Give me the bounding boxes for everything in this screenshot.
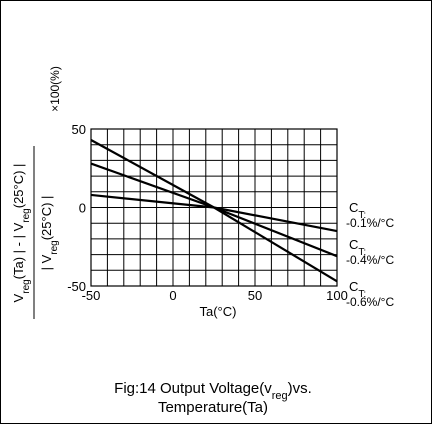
caption-line-1: Fig:14 Output Voltage(vreg)vs. [114,380,312,402]
axis-titles: Ta(°C) Vreg(Ta) | - | Vreg(25°C) | | Vreg(… [11,66,236,319]
x-tick-label: 50 [248,288,262,303]
series-line [90,193,338,233]
series-line [90,162,338,258]
series-lines [90,139,338,283]
series-label-ct: CT: [349,200,366,221]
y-axis-factor: ×100(%) [48,66,62,112]
series-label-ct: CT: [349,237,366,258]
axes [90,128,338,287]
grid-lines [90,128,338,287]
series-line [90,139,338,283]
y-axis-label-numerator: Vreg(Ta) | - | Vreg(25°C) | [11,164,32,303]
plot-frame [90,128,338,287]
series-label-ct: CT: [349,279,366,300]
x-tick-label: 100 [326,288,348,303]
x-axis-label: Ta(°C) [200,304,237,319]
caption-line-2: Temperature(Ta) [158,399,268,416]
y-tick-label: 0 [79,201,86,216]
tick-labels: -50 0 50 100 50 0 -50 [67,122,348,303]
x-tick-label: -50 [82,288,101,303]
y-axis-label-denominator: | Vreg(25°C) | [39,196,60,271]
series-label-value: -0.4%/°C [346,253,394,267]
x-tick-label: 0 [169,288,176,303]
series-labels: CT:-0.1%/°CCT:-0.4%/°CCT:-0.6%/°C [346,200,394,309]
series-label-value: -0.1%/°C [346,216,394,230]
figure-caption: Fig:14 Output Voltage(vreg)vs.Temperatur… [114,380,312,416]
y-tick-label: 50 [72,122,86,137]
y-tick-label: -50 [67,279,86,294]
series-label-value: -0.6%/°C [346,295,394,309]
